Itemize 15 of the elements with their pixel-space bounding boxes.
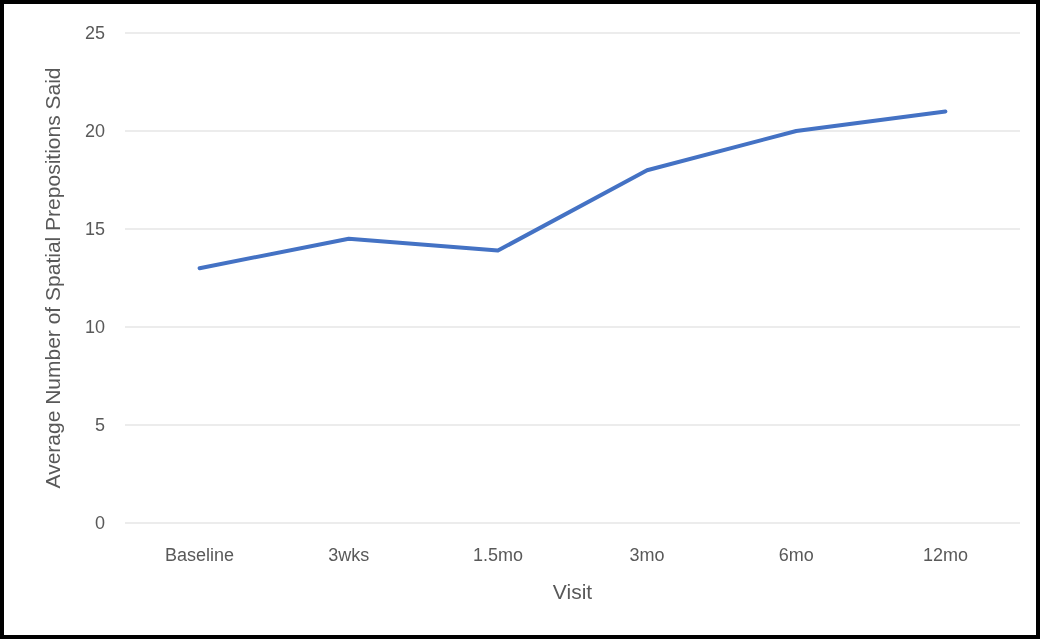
x-tick-label: 1.5mo [472,545,523,565]
y-tick-label: 20 [84,121,105,142]
y-axis-title: Average Number of Spatial Prepositions Said [41,67,64,489]
x-tick-label: 6mo [778,545,814,565]
y-tick-label: 0 [94,513,105,534]
y-tick-label: 15 [84,219,105,240]
x-tick-label: Baseline [165,545,235,565]
x-tick-label: 3mo [629,545,665,565]
x-tick-label: 3wks [328,545,370,565]
line-series [197,109,948,271]
x-axis-title: Visit [552,580,593,603]
y-tick-label: 5 [94,415,105,436]
x-tick-label: 12mo [922,545,968,565]
y-tick-label: 10 [84,317,105,338]
y-tick-label: 25 [84,23,105,44]
